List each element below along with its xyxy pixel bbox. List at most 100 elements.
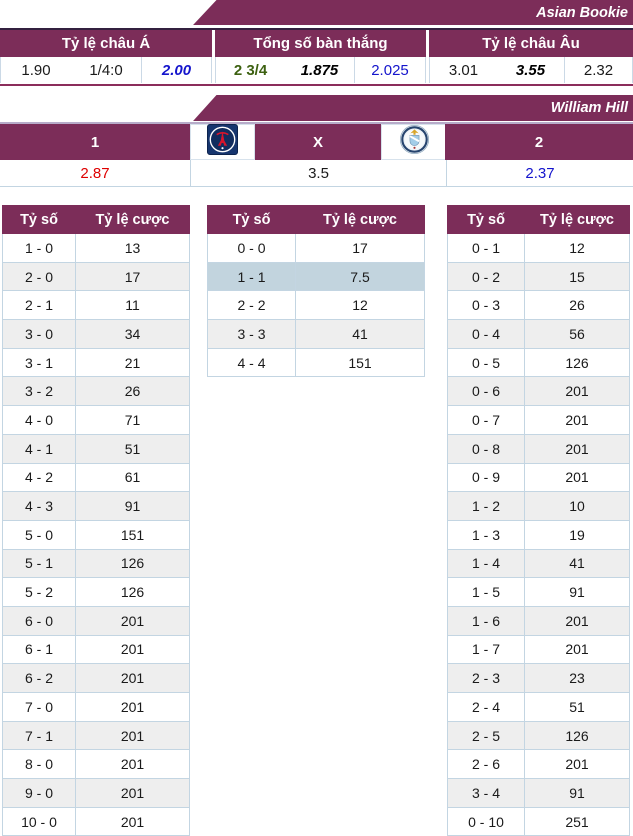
- score-cell: 2 - 5: [447, 720, 525, 751]
- score-cell: 0 - 5: [447, 347, 525, 378]
- home-win-score-table: Tỷ số Tỷ lệ cược 1 - 0 13 2 - 0 17 2 - 1 11 3 …: [2, 205, 190, 836]
- divider-line: [0, 122, 633, 124]
- home-team-logo-cell: [190, 124, 255, 160]
- score-cell: 2 - 1: [2, 290, 76, 321]
- divider-line: [0, 28, 633, 30]
- odds-cell: 51: [75, 433, 190, 464]
- odds-cell: 126: [75, 577, 190, 607]
- odds-cell: 126: [75, 548, 190, 579]
- score-row: 0 - 8 201: [447, 433, 630, 464]
- odds-cell: 126: [524, 347, 630, 378]
- score-row: 0 - 4 56: [447, 319, 630, 349]
- score-cell: 7 - 1: [2, 720, 76, 751]
- asian-bookie-link[interactable]: Asian Bookie: [536, 4, 628, 21]
- score-row: 0 - 6 201: [447, 376, 630, 407]
- odds-cell: 201: [75, 749, 190, 780]
- odds-cell: 201: [524, 376, 630, 407]
- score-cell: 0 - 1: [447, 233, 525, 263]
- odds-cell: 201: [524, 634, 630, 665]
- odds-cell: 56: [524, 319, 630, 349]
- score-cell: 0 - 8: [447, 433, 525, 464]
- score-row: 2 - 1 11: [2, 290, 190, 321]
- euro-home-odds: 3.01: [429, 57, 498, 83]
- odds-cell: 12: [295, 290, 425, 321]
- score-row: 5 - 1 126: [2, 548, 190, 579]
- score-row: 4 - 4 151: [207, 347, 425, 378]
- ah-home-odds: 1.90: [0, 57, 72, 83]
- home-win-odds: 2.87: [0, 160, 190, 187]
- score-row: 1 - 7 201: [447, 634, 630, 665]
- score-cell: 0 - 0: [207, 233, 296, 263]
- odds-cell: 34: [75, 319, 190, 349]
- william-hill-odds-row: 2.87 3.5 2.37: [0, 160, 633, 187]
- odds-column-header: Tỷ lệ cược: [524, 205, 630, 234]
- score-cell: 0 - 10: [447, 806, 525, 836]
- william-hill-banner: William Hill: [0, 95, 633, 121]
- score-row: 0 - 10 251: [447, 806, 630, 836]
- score-cell: 8 - 0: [2, 749, 76, 780]
- score-column-header: Tỷ số: [447, 205, 525, 234]
- ah-handicap: 1/4:0: [71, 57, 142, 83]
- away-team-logo-cell: [381, 124, 447, 160]
- score-cell: 0 - 6: [447, 376, 525, 407]
- odds-cell: 91: [75, 491, 190, 521]
- odds-cell: 201: [75, 778, 190, 808]
- header-asian-handicap: Tỷ lệ châu Á: [0, 30, 212, 57]
- score-row: 6 - 2 201: [2, 663, 190, 693]
- odds-cell: 201: [524, 462, 630, 493]
- score-row: 5 - 0 151: [2, 519, 190, 550]
- score-row: 2 - 4 51: [447, 692, 630, 722]
- score-cell: 6 - 0: [2, 605, 76, 636]
- score-row: 4 - 1 51: [2, 433, 190, 464]
- odds-cell: 10: [524, 491, 630, 521]
- odds-cell: 201: [524, 749, 630, 780]
- score-row: 0 - 2 15: [447, 261, 630, 292]
- score-cell: 5 - 2: [2, 577, 76, 607]
- header-euro-odds: Tỷ lệ châu Âu: [429, 30, 633, 57]
- odds-cell: 61: [75, 462, 190, 493]
- score-cell: 3 - 4: [447, 778, 525, 808]
- score-cell: 1 - 7: [447, 634, 525, 665]
- paris-saint-germain-crest-icon: [207, 124, 238, 160]
- away-win-odds: 2.37: [447, 160, 633, 187]
- score-cell: 2 - 2: [207, 290, 296, 321]
- score-row: 1 - 3 19: [447, 519, 630, 550]
- euro-draw-odds: 3.55: [497, 57, 565, 83]
- ou-under-odds: 2.025: [355, 57, 426, 83]
- odds-cell: 17: [75, 261, 190, 292]
- score-cell: 2 - 3: [447, 663, 525, 693]
- score-row: 3 - 3 41: [207, 319, 425, 349]
- score-row: 6 - 1 201: [2, 634, 190, 665]
- odds-cell: 26: [75, 376, 190, 407]
- euro-away-odds: 2.32: [565, 57, 633, 83]
- score-row: 4 - 3 91: [2, 491, 190, 521]
- score-row: 5 - 2 126: [2, 577, 190, 607]
- odds-cell: 91: [524, 577, 630, 607]
- score-cell: 3 - 1: [2, 347, 76, 378]
- william-hill-link[interactable]: William Hill: [550, 100, 628, 116]
- odds-cell: 201: [524, 433, 630, 464]
- score-cell: 5 - 1: [2, 548, 76, 579]
- score-table-header: Tỷ số Tỷ lệ cược: [207, 205, 425, 234]
- score-column-header: Tỷ số: [2, 205, 76, 234]
- score-cell: 2 - 6: [447, 749, 525, 780]
- score-cell: 4 - 2: [2, 462, 76, 493]
- draw-header: X: [255, 124, 381, 160]
- score-row: 0 - 7 201: [447, 405, 630, 435]
- score-cell: 0 - 4: [447, 319, 525, 349]
- odds-cell: 91: [524, 778, 630, 808]
- score-cell: 4 - 3: [2, 491, 76, 521]
- odds-cell: 23: [524, 663, 630, 693]
- score-row: 1 - 2 10: [447, 491, 630, 521]
- score-cell: 1 - 3: [447, 519, 525, 550]
- score-cell: 1 - 4: [447, 548, 525, 579]
- score-row: 3 - 0 34: [2, 319, 190, 349]
- score-row: 3 - 2 26: [2, 376, 190, 407]
- odds-cell: 13: [75, 233, 190, 263]
- odds-cell: 201: [75, 663, 190, 693]
- score-column-header: Tỷ số: [207, 205, 296, 234]
- score-cell: 1 - 0: [2, 233, 76, 263]
- score-row: 0 - 3 26: [447, 290, 630, 321]
- score-cell: 4 - 0: [2, 405, 76, 435]
